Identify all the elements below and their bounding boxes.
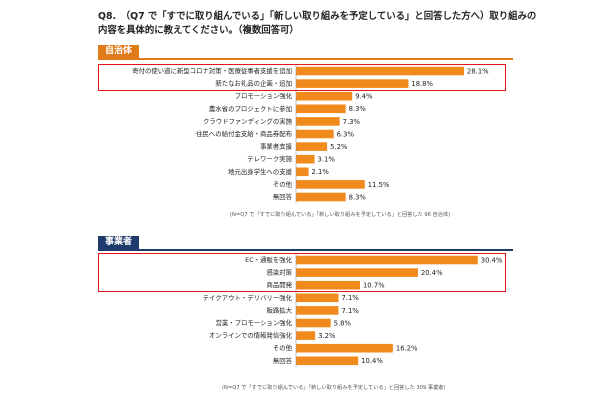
value-label: 28.1% — [467, 67, 489, 75]
value-label: 5.8% — [334, 319, 352, 327]
value-label: 2.1% — [312, 168, 330, 176]
category-label: EC・通販を強化 — [245, 255, 292, 264]
category-label: 営業・プロモーション強化 — [215, 318, 292, 327]
bar — [296, 91, 353, 101]
section-badge-business: 事業者 — [98, 236, 140, 249]
bar — [296, 280, 360, 290]
category-label: 新たなお礼品の企画・追加 — [215, 79, 292, 88]
category-label: 感染対策 — [266, 268, 292, 277]
section-rule-municipality — [98, 58, 513, 60]
bar — [296, 66, 465, 76]
bar — [296, 331, 316, 340]
value-label: 3.1% — [318, 156, 336, 164]
bar — [296, 356, 359, 366]
bar — [296, 79, 409, 88]
highlight-box-municipality — [98, 63, 506, 91]
category-label: テレワーク実施 — [247, 154, 292, 163]
value-label: 8.3% — [349, 105, 367, 113]
question-text: Q8. （Q7 で「すでに取り組んでいる」「新しい取り組みを予定している」と回答… — [98, 10, 538, 38]
highlight-box-business — [98, 252, 506, 293]
category-label: 寄付の使い道に新型コロナ対策・医療従事者支援を追加 — [132, 66, 292, 75]
bar — [296, 255, 478, 265]
value-label: 20.4% — [421, 269, 443, 277]
category-label: 販路拡大 — [266, 305, 292, 314]
value-label: 7.1% — [341, 307, 359, 315]
category-label: 住民への給付金支給・商品券配布 — [196, 129, 292, 138]
category-label: オンラインでの情報発信強化 — [209, 331, 293, 340]
category-label: 地元出身学生への支援 — [228, 167, 293, 176]
category-label: 無回答 — [273, 356, 293, 365]
bar — [296, 293, 339, 303]
category-label: プロモーション強化 — [235, 91, 293, 100]
question-line-1: Q8. （Q7 で「すでに取り組んでいる」「新しい取り組みを予定している」と回答… — [98, 11, 537, 22]
bar — [296, 117, 340, 126]
bar — [296, 306, 339, 315]
question-line-2: 内容を具体的に教えてください。（複数回答可） — [98, 25, 299, 36]
bar — [296, 318, 331, 328]
section-rule-business — [98, 249, 513, 251]
value-label: 11.5% — [368, 181, 390, 189]
bar — [296, 268, 418, 277]
bar — [296, 104, 346, 114]
category-label: テイクアウト・デリバリー強化 — [203, 293, 293, 302]
value-label: 6.3% — [337, 130, 355, 138]
bar — [296, 343, 393, 353]
bar-chart-municipality: 寄付の使い道に新型コロナ対策・医療従事者支援を追加 28.1% 新たなお礼品の企画・… — [132, 64, 489, 204]
bar-chart-business: EC・通販を強化 30.4% 感染対策 20.4% 商品開発 10.7% テイクアウト・デリ… — [203, 253, 503, 368]
bar — [296, 180, 365, 189]
category-label: クラウドファンディングの実施 — [203, 116, 293, 125]
value-label: 7.1% — [341, 294, 359, 302]
sample-note-municipality: (N=Q7 で「すでに取り組んでいる」「新しい取り組みを予定している」と回答した… — [230, 212, 451, 218]
category-label: その他 — [273, 343, 293, 352]
value-label: 8.3% — [349, 193, 367, 201]
value-label: 30.4% — [481, 256, 503, 264]
category-label: 無回答 — [273, 192, 293, 201]
value-label: 7.3% — [343, 118, 361, 126]
value-label: 9.4% — [355, 93, 373, 101]
bar — [296, 129, 334, 139]
category-label: その他 — [273, 179, 293, 188]
value-label: 18.8% — [411, 80, 433, 88]
bar — [296, 192, 346, 202]
bar — [296, 167, 309, 177]
value-label: 10.7% — [363, 282, 385, 290]
value-label: 3.2% — [318, 332, 336, 340]
bar — [296, 142, 328, 151]
value-label: 10.4% — [361, 357, 383, 365]
value-label: 16.2% — [396, 345, 418, 353]
category-label: 農水省のプロジェクトに参加 — [209, 104, 292, 113]
bar — [296, 154, 315, 164]
category-label: 商品開発 — [266, 280, 292, 289]
sample-note-business: (N=Q7 で「すでに取り組んでいる」「新しい取り組みを予定している」と回答した… — [222, 385, 446, 391]
section-badge-municipality: 自治体 — [98, 45, 140, 58]
value-label: 5.2% — [330, 143, 348, 151]
category-label: 事業者支援 — [260, 142, 293, 151]
